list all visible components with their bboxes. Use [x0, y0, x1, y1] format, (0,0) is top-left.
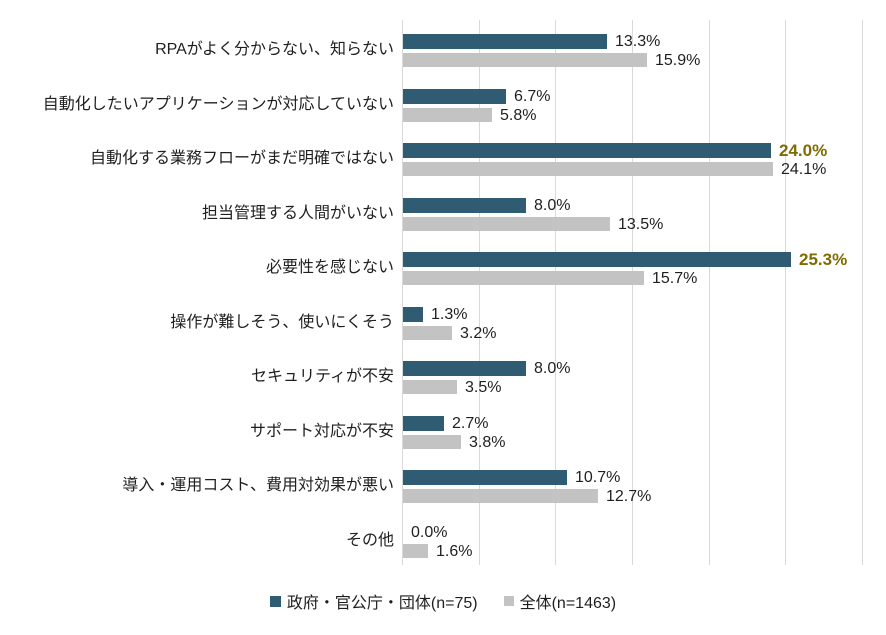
value-label-total: 13.5%	[618, 215, 664, 233]
value-label-government: 1.3%	[431, 305, 468, 323]
category-label: 導入・運用コスト、費用対効果が悪い	[122, 477, 394, 495]
value-label-total: 24.1%	[781, 161, 827, 178]
bar-government	[403, 88, 506, 104]
bar-total	[403, 434, 461, 449]
value-label-government: 24.0%	[779, 141, 828, 160]
gridline-25	[785, 20, 786, 565]
value-label-government: 0.0%	[411, 523, 448, 541]
category-label: RPAがよく分からない、知らない	[155, 41, 394, 59]
bar-total	[403, 162, 773, 176]
value-label-total: 12.7%	[606, 488, 652, 505]
category-label: 担当管理する人間がいない	[201, 204, 394, 222]
legend-label-government: 政府・官公庁・団体(n=75)	[286, 595, 478, 612]
bar-government	[403, 361, 526, 376]
category-label: 自動化したいアプリケーションが対応していない	[42, 95, 394, 113]
category-label: サポート対応が不安	[249, 422, 394, 440]
bar-government	[403, 470, 567, 485]
bar-government	[403, 143, 771, 158]
value-label-government: 6.7%	[514, 87, 551, 105]
value-label-government: 13.3%	[615, 33, 661, 50]
legend-label-total: 全体(n=1463)	[519, 595, 617, 612]
legend-swatch-government	[269, 595, 281, 607]
value-label-total: 3.5%	[465, 379, 502, 396]
gridline-5	[479, 20, 480, 565]
gridline-20	[709, 20, 710, 565]
legend-item-total: 全体(n=1463)	[503, 589, 617, 613]
bar-government	[403, 197, 526, 213]
bar-total	[403, 489, 598, 503]
category-label: 必要性を感じない	[265, 259, 394, 277]
value-label-government: 10.7%	[575, 469, 621, 486]
gridline-15	[632, 20, 633, 565]
value-label-government: 8.0%	[534, 196, 571, 214]
value-label-total: 15.9%	[655, 52, 701, 69]
value-label-government: 2.7%	[452, 414, 489, 432]
value-label-total: 3.8%	[469, 433, 506, 451]
value-label-total: 3.2%	[460, 324, 497, 342]
gridline-10	[555, 20, 556, 565]
gridline-30	[862, 20, 863, 565]
bar-government	[403, 252, 791, 267]
bar-total	[403, 107, 492, 122]
bar-government	[403, 306, 423, 322]
bar-total	[403, 216, 610, 231]
bar-total	[403, 325, 452, 340]
category-label: その他	[345, 531, 394, 549]
bar-total	[403, 271, 644, 285]
gridline-0	[402, 20, 403, 565]
legend-swatch-total	[503, 596, 514, 606]
bar-total	[403, 380, 457, 394]
bar-total	[403, 53, 647, 67]
value-label-total: 15.7%	[652, 270, 698, 287]
category-label: セキュリティが不安	[250, 368, 394, 386]
value-label-total: 5.8%	[500, 106, 537, 124]
value-label-total: 1.6%	[436, 542, 473, 560]
legend-item-government: 政府・官公庁・団体(n=75)	[269, 589, 478, 613]
bar-government	[403, 415, 444, 431]
value-label-government: 8.0%	[534, 360, 571, 377]
category-label: 操作が難しそう、使いにくそう	[170, 313, 394, 331]
category-label: 自動化する業務フローがまだ明確ではない	[89, 150, 394, 168]
bar-government	[403, 34, 607, 49]
value-label-government: 25.3%	[799, 250, 848, 269]
bar-total	[403, 543, 428, 558]
legend: 政府・官公庁・団体(n=75) 全体(n=1463)	[0, 588, 886, 614]
